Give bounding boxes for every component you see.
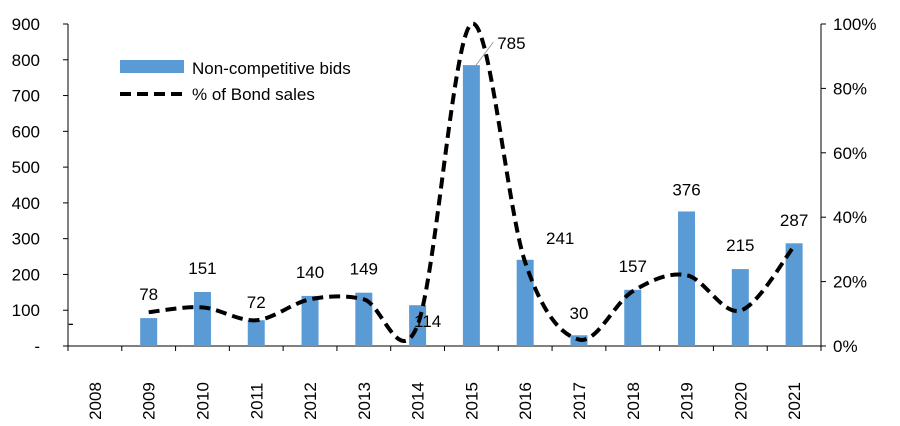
bar-data-label: 30 xyxy=(570,304,589,323)
legend: Non-competitive bids % of Bond sales xyxy=(120,59,351,104)
axes: - 100 200 300 400 500 600 700 800 900 0% 20% 40% 60% 8… xyxy=(12,15,877,420)
bar-data-label: 78 xyxy=(139,285,158,304)
bar-data-label: 215 xyxy=(726,236,754,255)
bar xyxy=(785,243,803,346)
bar-data-label: 149 xyxy=(350,260,378,279)
legend-label-line: % of Bond sales xyxy=(192,85,315,104)
left-axis-tick-label: 800 xyxy=(12,51,40,70)
x-axis-tick-label: 2014 xyxy=(409,382,428,420)
line-series xyxy=(148,21,796,343)
data-label-leader xyxy=(474,41,494,67)
x-axis-tick-label: 2018 xyxy=(624,382,643,420)
percent-line xyxy=(148,21,796,343)
right-axis-tick-label: 100% xyxy=(833,15,876,34)
bar xyxy=(462,65,480,347)
bar xyxy=(140,318,158,346)
x-axis-tick-label: 2009 xyxy=(140,382,159,420)
bar xyxy=(301,295,319,346)
bar xyxy=(193,291,211,346)
bar-data-label: 72 xyxy=(247,293,266,312)
right-axis-tick-label: 40% xyxy=(833,208,867,227)
bar-data-label: 376 xyxy=(672,180,700,199)
left-axis-tick-label: 900 xyxy=(12,15,40,34)
left-axis-tick-label: 700 xyxy=(12,87,40,106)
x-axis-tick-label: 2011 xyxy=(247,383,266,420)
left-axis-tick-label: 200 xyxy=(12,265,40,284)
bar-series xyxy=(140,65,803,347)
left-axis-tick-label: 100 xyxy=(12,301,40,320)
left-axis-tick-label: 300 xyxy=(12,230,40,249)
x-axis-tick-label: 2015 xyxy=(462,382,481,420)
legend-swatch-bars xyxy=(120,60,184,73)
left-axis-tick-label: - xyxy=(34,337,40,356)
right-axis-tick-label: 80% xyxy=(833,79,867,98)
bar-data-label: 151 xyxy=(188,259,216,278)
bar xyxy=(731,269,749,346)
data-labels: - 78 151 72 140 149 114 785 241 30 157 376 215 287 xyxy=(68,34,808,333)
left-axis-tick-label: 400 xyxy=(12,194,40,213)
left-axis-tick-label: 600 xyxy=(12,122,40,141)
x-axis-tick-label: 2021 xyxy=(785,382,804,420)
x-axis-tick-label: 2008 xyxy=(86,382,105,420)
bar-data-label: 287 xyxy=(780,211,808,230)
right-axis-tick-label: 0% xyxy=(833,337,858,356)
x-axis-tick-label: 2012 xyxy=(301,382,320,420)
bar-data-label: 140 xyxy=(296,263,324,282)
bar xyxy=(516,259,534,346)
bar-data-label: 241 xyxy=(546,229,574,248)
bar xyxy=(678,211,696,346)
bar xyxy=(247,320,265,346)
bar xyxy=(624,289,642,346)
x-axis-tick-label: 2016 xyxy=(516,382,535,420)
bar-data-label: 785 xyxy=(497,34,525,53)
right-axis-tick-label: 20% xyxy=(833,273,867,292)
right-axis-tick-label: 60% xyxy=(833,144,867,163)
bar xyxy=(355,292,373,346)
bar-data-label: 114 xyxy=(414,312,441,331)
left-axis-tick-label: 500 xyxy=(12,158,40,177)
x-axis-tick-label: 2010 xyxy=(193,382,212,420)
bar-data-label: - xyxy=(68,314,74,333)
x-axis-tick-label: 2017 xyxy=(570,382,589,420)
legend-label-bars: Non-competitive bids xyxy=(192,59,351,78)
x-axis-tick-label: 2019 xyxy=(678,382,697,420)
x-axis-tick-label: 2013 xyxy=(355,382,374,420)
bar-data-label: 157 xyxy=(619,257,647,276)
x-axis-tick-label: 2020 xyxy=(731,382,750,420)
